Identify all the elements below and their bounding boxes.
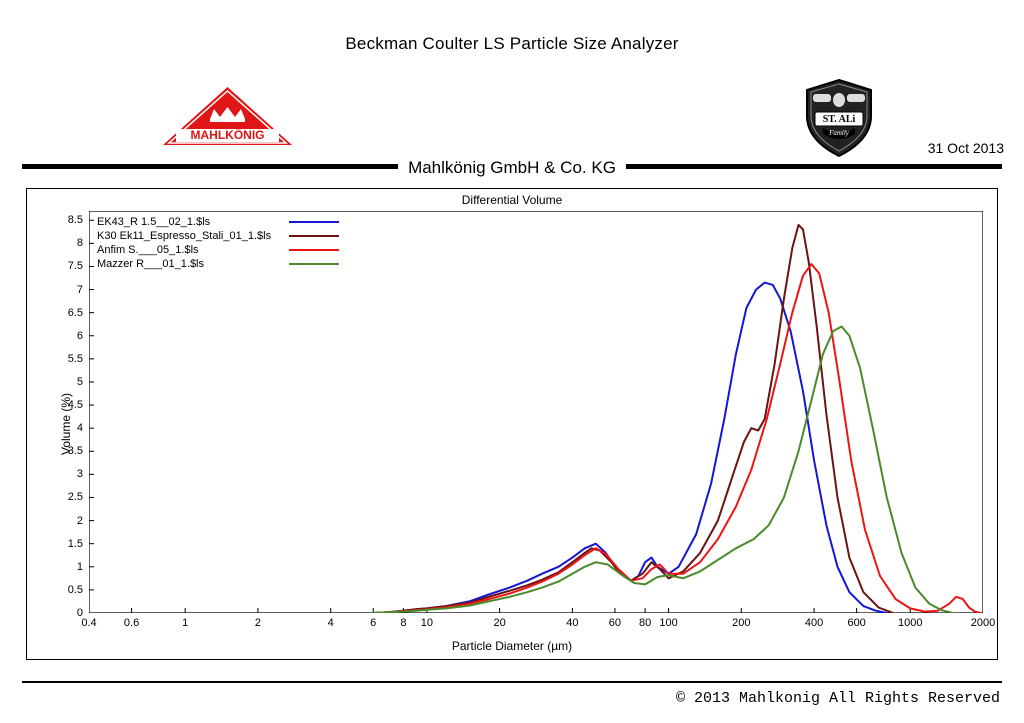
mahlkonig-logo: MAHLKÖNIG	[160, 85, 295, 160]
legend-item: Mazzer R___01_1.$ls	[97, 257, 339, 271]
y-tick-label: 1.5	[68, 538, 89, 550]
x-tick-label: 20	[493, 613, 505, 629]
y-tick-label: 1	[77, 561, 89, 573]
x-tick-label: 80	[639, 613, 651, 629]
page: Beckman Coulter LS Particle Size Analyze…	[0, 0, 1024, 723]
st-ali-logo: ST. ALi Family	[799, 78, 879, 158]
legend-item: K30 Ek11_Espresso_Stali_01_1.$ls	[97, 229, 339, 243]
copyright: © 2013 Mahlkonig All Rights Reserved	[676, 690, 1000, 707]
x-tick-label: 100	[659, 613, 677, 629]
x-tick-label: 8	[400, 613, 406, 629]
y-tick-label: 8	[77, 237, 89, 249]
y-tick-label: 7.5	[68, 260, 89, 272]
y-tick-label: 7	[77, 284, 89, 296]
x-tick-label: 0.6	[124, 613, 139, 629]
subtitle-wrap: Mahlkönig GmbH & Co. KG	[0, 158, 1024, 178]
legend-swatch	[289, 221, 339, 223]
legend-label: Anfim S.___05_1.$ls	[97, 243, 285, 257]
st-ali-text-2: Family	[828, 129, 850, 137]
x-tick-label: 2	[255, 613, 261, 629]
legend-swatch	[289, 235, 339, 237]
footer-rule	[22, 681, 1002, 683]
main-title: Beckman Coulter LS Particle Size Analyze…	[0, 34, 1024, 54]
y-tick-label: 2.5	[68, 491, 89, 503]
legend-item: Anfim S.___05_1.$ls	[97, 243, 339, 257]
y-tick-label: 5	[77, 376, 89, 388]
chart-container: Differential Volume Volume (%) Particle …	[26, 188, 998, 660]
legend-label: Mazzer R___01_1.$ls	[97, 257, 285, 271]
y-tick-label: 4.5	[68, 399, 89, 411]
x-tick-label: 60	[609, 613, 621, 629]
x-tick-label: 400	[805, 613, 823, 629]
st-ali-text-1: ST. ALi	[823, 114, 856, 125]
x-tick-label: 600	[847, 613, 865, 629]
y-tick-label: 2	[77, 515, 89, 527]
x-tick-label: 200	[732, 613, 750, 629]
x-tick-label: 10	[421, 613, 433, 629]
company-subtitle: Mahlkönig GmbH & Co. KG	[398, 158, 626, 178]
y-tick-label: 6.5	[68, 307, 89, 319]
x-tick-label: 0.4	[81, 613, 96, 629]
x-tick-label: 40	[566, 613, 578, 629]
x-tick-label: 2000	[971, 613, 995, 629]
x-tick-label: 4	[328, 613, 334, 629]
y-tick-label: 0.5	[68, 584, 89, 596]
chart-title: Differential Volume	[27, 193, 997, 207]
y-tick-label: 4	[77, 422, 89, 434]
y-tick-label: 3.5	[68, 445, 89, 457]
legend-swatch	[289, 249, 339, 251]
y-tick-label: 8.5	[68, 214, 89, 226]
x-tick-label: 1000	[898, 613, 922, 629]
legend: EK43_R 1.5__02_1.$lsK30 Ek11_Espresso_St…	[97, 215, 339, 271]
y-tick-label: 3	[77, 468, 89, 480]
mahlkonig-logo-text: MAHLKÖNIG	[191, 127, 265, 142]
x-tick-label: 6	[370, 613, 376, 629]
legend-label: K30 Ek11_Espresso_Stali_01_1.$ls	[97, 229, 285, 243]
report-date: 31 Oct 2013	[928, 140, 1004, 156]
x-tick-label: 1	[182, 613, 188, 629]
y-tick-label: 5.5	[68, 353, 89, 365]
y-tick-label: 6	[77, 330, 89, 342]
x-axis-label: Particle Diameter (µm)	[27, 639, 997, 653]
plot-area: 00.511.522.533.544.555.566.577.588.50.40…	[89, 211, 983, 613]
legend-label: EK43_R 1.5__02_1.$ls	[97, 215, 285, 229]
legend-item: EK43_R 1.5__02_1.$ls	[97, 215, 339, 229]
legend-swatch	[289, 263, 339, 265]
